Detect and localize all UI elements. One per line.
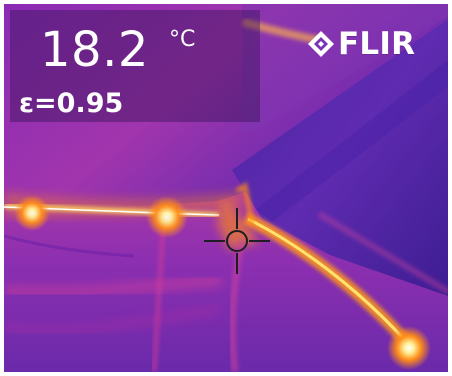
flir-logo: FLIR [307, 27, 447, 67]
flir-diamond-logo-icon [308, 31, 334, 57]
thermal-camera-viewport: 18.2 °C ε=0.95 FLIR [4, 4, 448, 372]
temperature-unit: °C [169, 27, 196, 52]
temperature-reading: 18.2 °C [40, 26, 220, 88]
spot-meter-crosshair-icon [204, 208, 270, 274]
flir-logo-text: FLIR [338, 26, 416, 62]
emissivity-value: ε=0.95 [19, 88, 124, 119]
temperature-overlay-panel: 18.2 °C ε=0.95 [10, 10, 260, 122]
temperature-value: 18.2 [40, 22, 149, 78]
thermal-image [4, 4, 448, 372]
